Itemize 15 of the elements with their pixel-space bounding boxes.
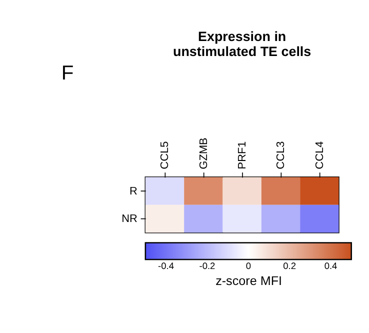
y-tick-label: R bbox=[130, 185, 138, 198]
color-bar-label: -0.2 bbox=[199, 260, 216, 271]
x-tick-label: PRF1 bbox=[236, 141, 248, 170]
color-bar-title: z-score MFI bbox=[216, 274, 282, 288]
color-bar-label: 0.4 bbox=[324, 260, 338, 271]
x-tick-label: CCL4 bbox=[314, 141, 326, 170]
color-bar-label: -0.4 bbox=[158, 260, 174, 271]
color-bar-label: 0.2 bbox=[283, 260, 296, 271]
x-tick-label: GZMB bbox=[198, 138, 210, 170]
x-tick-label: CCL3 bbox=[275, 141, 288, 170]
x-tick-label: CCL5 bbox=[159, 141, 172, 170]
color-bar-label: 0 bbox=[246, 260, 251, 271]
chart-title: Expression in unstimulated TE cells bbox=[173, 29, 312, 60]
y-tick-label: NR bbox=[122, 213, 138, 226]
text: F bbox=[61, 62, 74, 85]
